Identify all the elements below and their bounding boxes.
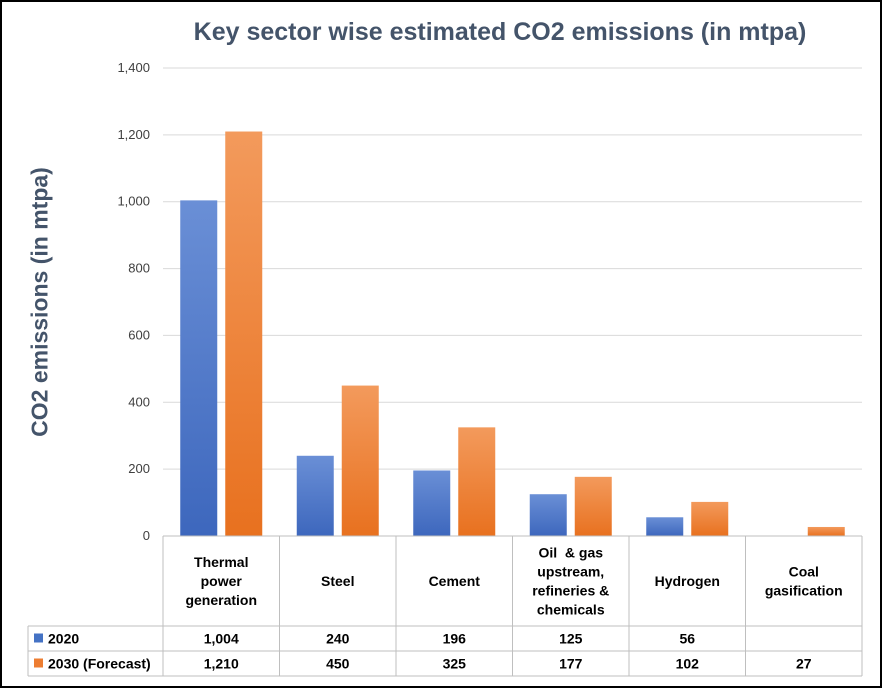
- bar-series1: [180, 200, 218, 536]
- bar-series2: [225, 131, 263, 536]
- data-table-value: 102: [676, 656, 700, 672]
- bar-series1: [296, 455, 334, 536]
- bar-series2: [458, 427, 496, 536]
- category-label: power: [201, 573, 243, 589]
- category-label: generation: [185, 592, 257, 608]
- category-label: chemicals: [537, 602, 605, 618]
- bar-series2: [691, 501, 729, 536]
- data-table-value: 125: [559, 631, 583, 647]
- category-label: Cement: [429, 573, 481, 589]
- category-label: upstream,: [537, 564, 604, 580]
- category-label: Thermal: [194, 554, 248, 570]
- chart-title: Key sector wise estimated CO2 emissions …: [193, 18, 807, 46]
- data-table-value: 56: [679, 631, 695, 647]
- data-table-value: 325: [443, 656, 467, 672]
- bar-series1: [529, 494, 567, 536]
- category-label: gasification: [765, 583, 843, 599]
- data-table-value: 450: [326, 656, 350, 672]
- category-label: Steel: [321, 573, 354, 589]
- data-table-value: 196: [443, 631, 467, 647]
- data-table-value: 177: [559, 656, 583, 672]
- y-tick-label: 800: [128, 261, 150, 276]
- y-tick-label: 1,400: [117, 60, 150, 75]
- data-table-value: 1,210: [204, 656, 239, 672]
- y-tick-label: 400: [128, 394, 150, 409]
- y-tick-label: 600: [128, 327, 150, 342]
- category-label: refineries &: [532, 583, 609, 599]
- legend-label: 2030 (Forecast): [48, 656, 151, 672]
- bar-series2: [807, 526, 845, 536]
- data-table-value: 27: [796, 656, 812, 672]
- bar-series1: [646, 517, 684, 536]
- y-tick-label: 1,200: [117, 127, 150, 142]
- data-table-value: 1,004: [204, 631, 239, 647]
- category-label: Oil & gas: [538, 545, 603, 561]
- legend-swatch: [34, 633, 43, 643]
- data-table-value: 240: [326, 631, 350, 647]
- category-label: Hydrogen: [655, 573, 720, 589]
- y-tick-label: 0: [143, 528, 150, 543]
- category-label: Coal: [789, 564, 819, 580]
- bar-series2: [574, 476, 612, 536]
- y-tick-label: 1,000: [117, 194, 150, 209]
- legend-label: 2020: [48, 631, 79, 647]
- bar-series2: [341, 385, 379, 536]
- legend-swatch: [34, 658, 43, 668]
- bar-series1: [413, 470, 451, 536]
- y-tick-label: 200: [128, 461, 150, 476]
